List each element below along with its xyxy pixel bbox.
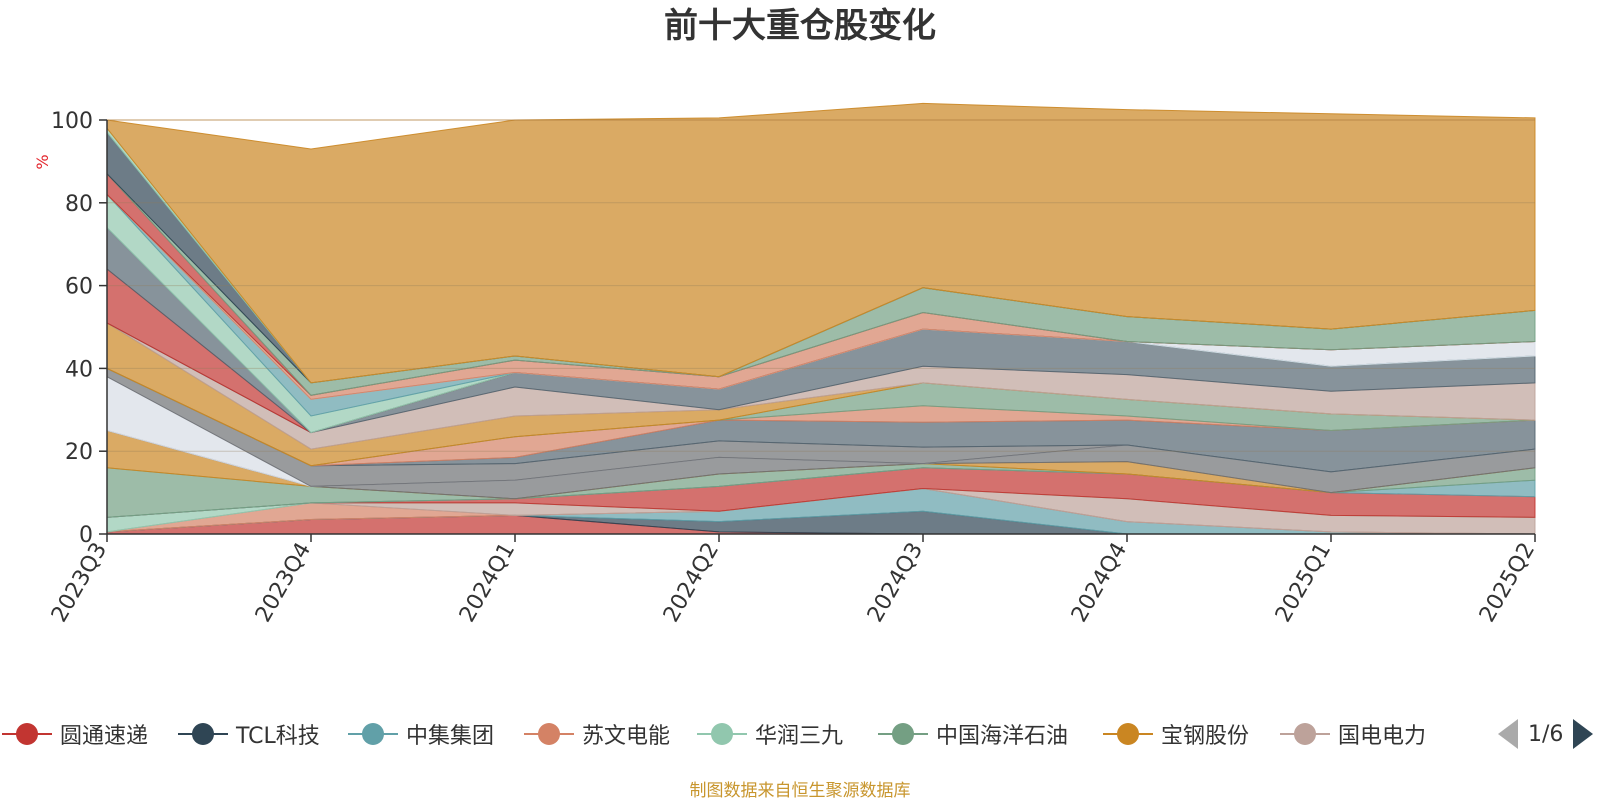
legend-item[interactable]: 华润三九 [697, 716, 843, 752]
legend-item[interactable]: 圆通速递 [2, 716, 148, 752]
legend-marker-icon [697, 716, 747, 752]
chart-legend: 圆通速递 TCL科技 中集集团 苏文电能 华润三九 中国海洋石油 宝钢股份 国电电力 [0, 716, 1600, 752]
legend-marker-icon [878, 716, 928, 752]
x-tick-label: 2025Q1 [1271, 539, 1336, 627]
x-tick-label: 2024Q2 [659, 539, 724, 627]
axes [99, 119, 1536, 542]
legend-label: 圆通速递 [60, 724, 149, 749]
legend-label: 苏文电能 [582, 724, 671, 749]
legend-item[interactable]: 苏文电能 [524, 716, 670, 752]
y-tick-label: 40 [65, 357, 93, 382]
legend-marker-icon [524, 716, 574, 752]
legend-marker-icon [1280, 716, 1330, 752]
y-tick-label: 60 [65, 275, 93, 300]
legend-prev-page-icon[interactable] [1498, 719, 1518, 749]
y-tick-label: 20 [65, 440, 93, 465]
legend-label: TCL科技 [236, 724, 320, 749]
y-tick-label: 0 [79, 523, 93, 548]
legend-item[interactable]: 中集集团 [348, 716, 494, 752]
legend-marker-icon [1103, 716, 1153, 752]
x-tick-label: 2023Q3 [47, 539, 112, 627]
x-tick-label: 2025Q2 [1475, 539, 1540, 627]
legend-label: 宝钢股份 [1161, 724, 1250, 749]
x-tick-label: 2024Q3 [863, 539, 928, 627]
legend-item[interactable]: TCL科技 [178, 716, 320, 752]
legend-pager: 1/6 [1498, 716, 1594, 752]
legend-item[interactable]: 宝钢股份 [1103, 716, 1249, 752]
grid-lines [107, 119, 1535, 452]
chart-title: 前十大重仓股变化 [664, 6, 936, 46]
legend-item[interactable]: 中国海洋石油 [878, 716, 1068, 752]
legend-marker-icon [178, 716, 228, 752]
legend-label: 华润三九 [755, 724, 844, 749]
legend-next-page-icon[interactable] [1573, 719, 1594, 749]
x-tick-label: 2024Q1 [455, 539, 520, 627]
x-tick-label: 2024Q4 [1067, 539, 1132, 627]
legend-marker-icon [2, 716, 52, 752]
legend-page-indicator: 1/6 [1528, 721, 1564, 747]
y-tick-label: 100 [51, 109, 93, 134]
source-note: 制图数据来自恒生聚源数据库 [689, 781, 911, 801]
area-series-30 [106, 102, 1536, 384]
area-layers [106, 102, 1536, 535]
legend-label: 中集集团 [406, 724, 495, 749]
legend-marker-icon [348, 716, 398, 752]
legend-label: 中国海洋石油 [936, 724, 1069, 749]
y-axis-unit-label: % [33, 154, 52, 169]
legend-label: 国电电力 [1338, 724, 1427, 749]
y-tick-label: 80 [65, 192, 93, 217]
x-tick-label: 2023Q4 [251, 539, 316, 627]
legend-item[interactable]: 国电电力 [1280, 716, 1426, 752]
